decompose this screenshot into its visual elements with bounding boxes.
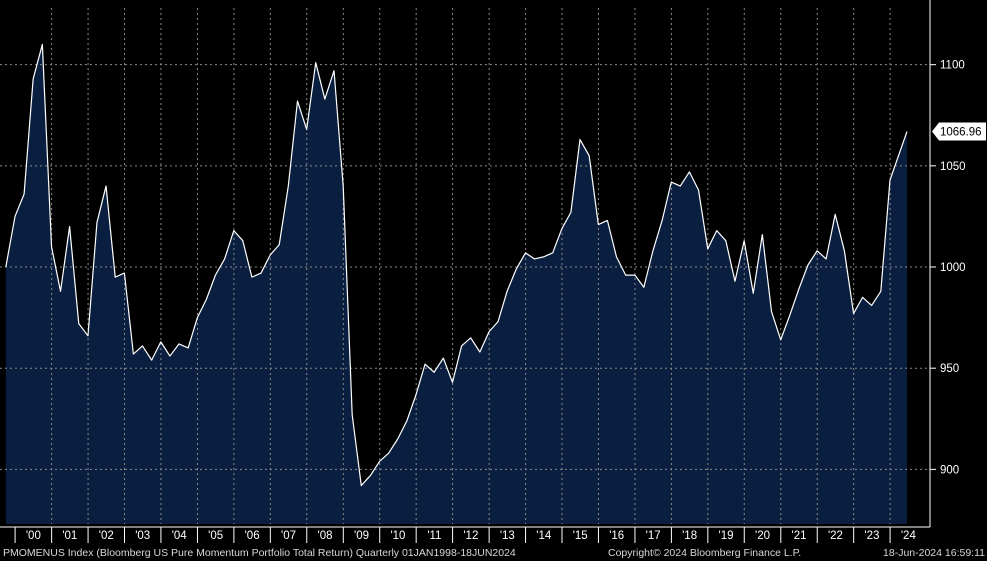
x-tick-label-2010: '10	[390, 530, 405, 542]
x-tick-label-2020: '20	[755, 530, 770, 542]
x-tick-label-2004: '04	[172, 530, 188, 542]
x-tick-label-2006: '06	[245, 530, 260, 542]
series-line	[5, 43, 908, 487]
x-tick-label-2002: '02	[99, 530, 114, 542]
x-tick-label-2012: '12	[463, 530, 478, 542]
x-tick-label-2019: '19	[719, 530, 734, 542]
last-value-label-box	[932, 122, 986, 141]
x-tick-label-2005: '05	[208, 530, 223, 542]
footer-timestamp: 18-Jun-2024 16:59:11	[883, 547, 985, 559]
x-tick-label-2017: '17	[646, 530, 661, 542]
x-tick-label-2023: '23	[864, 530, 879, 542]
x-tick-label-2013: '13	[500, 530, 515, 542]
momentum-index-chart: 900 950 1000 1050 1100 '00 '01 '02 '03 '04 '05 '06 '…	[0, 0, 987, 545]
x-tick-label-2011: '11	[427, 530, 441, 542]
x-tick-label-2018: '18	[682, 530, 697, 542]
last-value-label: 1066.96	[940, 127, 982, 139]
x-tick-label-2024: '24	[901, 530, 917, 542]
footer-copyright: Copyright© 2024 Bloomberg Finance L.P.	[608, 547, 802, 559]
x-tick-label-2008: '08	[318, 530, 333, 542]
y-tick-label-1100: 1100	[940, 60, 965, 72]
y-tick-label-900: 900	[940, 464, 959, 476]
series-area-fill	[5, 44, 907, 525]
x-tick-label-2000: '00	[26, 530, 41, 542]
x-tick-label-2007: '07	[281, 530, 296, 542]
x-tick-label-2001: '01	[62, 530, 77, 542]
x-tick-label-2014: '14	[536, 530, 552, 542]
footer-bar: PMOMENUS Index (Bloomberg US Pure Moment…	[0, 545, 987, 561]
x-tick-label-2003: '03	[135, 530, 150, 542]
footer-index-description: PMOMENUS Index (Bloomberg US Pure Moment…	[3, 547, 516, 559]
y-tick-label-1050: 1050	[940, 161, 966, 173]
x-tick-label-2009: '09	[354, 530, 369, 542]
x-tick-label-2022: '22	[828, 530, 843, 542]
x-tick-label-2016: '16	[609, 530, 624, 542]
x-tick-label-2015: '15	[573, 530, 588, 542]
y-tick-label-950: 950	[940, 363, 959, 375]
x-tick-label-2021: '21	[792, 530, 807, 542]
y-tick-label-1000: 1000	[940, 262, 966, 274]
